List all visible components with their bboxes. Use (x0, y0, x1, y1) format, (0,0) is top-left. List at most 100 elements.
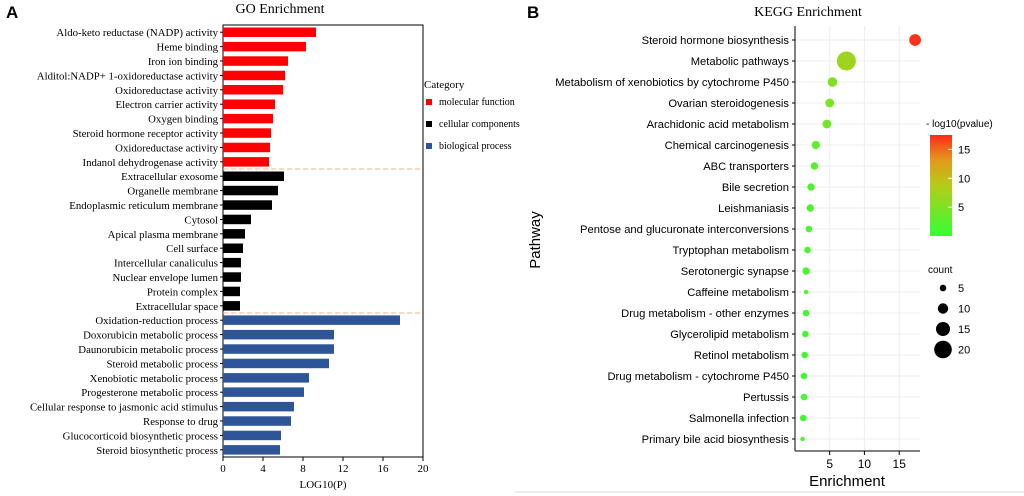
go-bar (223, 416, 291, 426)
kegg-x-tick-label: 15 (893, 457, 907, 471)
colorbar-tick-label: 10 (958, 173, 970, 185)
go-bar (223, 113, 273, 124)
size-legend-dot (939, 284, 947, 292)
go-x-tick-label: 8 (300, 463, 306, 475)
kegg-bubble (810, 162, 819, 170)
go-bars (223, 27, 400, 455)
go-term-label: Nuclear envelope lumen (112, 272, 218, 284)
go-bar (223, 171, 284, 181)
go-bar (223, 358, 329, 369)
go-bar (223, 344, 334, 354)
kegg-bubble (827, 77, 838, 87)
go-term-label: Extracellular exosome (121, 171, 218, 183)
kegg-x-tick-label: 10 (858, 457, 872, 471)
size-legend-dot (936, 322, 950, 336)
go-bar (223, 214, 251, 225)
go-bar (223, 243, 243, 253)
go-term-label: Oxidoreductase activity (115, 85, 218, 97)
go-term-labels: Aldo-keto reductase (NADP) activity Heme … (30, 27, 223, 457)
kegg-bubble (800, 436, 805, 442)
go-term-label: Oxidoreductase activity (115, 142, 218, 154)
go-term-label: Iron ion binding (148, 56, 219, 68)
go-term-label: Aldo-keto reductase (NADP) activity (56, 27, 218, 39)
go-term-label: Apical plasma membrane (108, 229, 219, 241)
go-bar (223, 257, 241, 268)
kegg-pathway-label: ABC transporters (703, 161, 789, 173)
kegg-bubble (822, 119, 832, 129)
go-term-label: Progesterone metabolic process (81, 387, 218, 399)
go-term-label: Cell surface (166, 243, 218, 255)
go-term-label: Cytosol (184, 214, 218, 226)
go-bar (223, 185, 278, 196)
go-term-label: Cellular response to jasmonic acid stimu… (30, 402, 218, 414)
kegg-bubble (802, 267, 810, 275)
go-x-tick-label: 20 (418, 463, 430, 475)
color-legend-title: - log10(pvalue) (926, 119, 993, 130)
size-legend-label: 20 (958, 345, 970, 357)
kegg-pathway-label: Bile secretion (722, 182, 789, 194)
go-x-axis-title: LOG10(P) (299, 479, 346, 491)
go-bar (223, 27, 316, 37)
kegg-pathway-label: Caffeine metabolism (687, 287, 789, 299)
kegg-pathway-label: Chemical carcinogenesis (665, 140, 790, 152)
colorbar-gradient (930, 135, 952, 236)
go-enrichment-panel: A GO Enrichment Aldo-keto reductase (NAD… (6, 2, 520, 491)
go-term-label: Oxidation-reduction process (95, 315, 218, 327)
go-bar (223, 85, 283, 95)
go-bar (223, 315, 400, 325)
go-bar (223, 41, 306, 52)
kegg-pathway-label: Metabolism of xenobiotics by cytochrome … (555, 77, 789, 89)
go-x-tick-label: 4 (260, 463, 266, 475)
kegg-pathway-label: Drug metabolism - other enzymes (621, 308, 789, 320)
go-term-label: Oxygen binding (148, 114, 218, 126)
go-bar (223, 286, 240, 297)
kegg-bubble (804, 246, 811, 254)
kegg-bubble (836, 51, 856, 71)
go-bar (223, 387, 304, 397)
go-term-label: Intercellular canaliculus (114, 258, 218, 270)
kegg-bubble (825, 98, 835, 108)
go-term-label: Steroid metabolic process (106, 358, 218, 370)
go-bar (223, 128, 271, 138)
go-category-separators (223, 168, 423, 314)
legend-swatch (426, 143, 432, 149)
go-term-label: Protein complex (147, 286, 219, 298)
go-bar (223, 272, 241, 282)
go-term-label: Organelle membrane (127, 186, 218, 198)
kegg-pathway-label: Pentose and glucuronate interconversions (580, 224, 789, 236)
go-term-label: Alditol:NADP+ 1-oxidoreductase activity (37, 70, 219, 82)
go-bar (223, 430, 281, 441)
kegg-bubble (800, 414, 807, 422)
go-term-label: Endoplasmic reticulum membrane (69, 200, 218, 212)
kegg-bubble (801, 351, 808, 359)
go-term-label: Electron carrier activity (115, 99, 218, 111)
go-bar (223, 142, 270, 153)
kegg-y-axis-title: Pathway (527, 211, 544, 269)
go-term-label: Steroid biosynthetic process (96, 445, 218, 457)
go-bar (223, 157, 269, 167)
go-bar (223, 373, 309, 383)
kegg-bubble (802, 330, 809, 338)
panel-label-a: A (6, 3, 18, 22)
legend-label: cellular components (439, 119, 520, 130)
kegg-enrichment-panel: B KEGG Enrichment Steroid hormone biosyn… (515, 3, 1024, 493)
go-term-label: Doxorubicin metabolic process (83, 330, 218, 342)
kegg-pathway-label: Arachidonic acid metabolism (647, 119, 789, 131)
kegg-bubble (811, 140, 820, 150)
go-bar (223, 229, 245, 239)
kegg-pathway-label: Leishmaniasis (718, 203, 789, 215)
kegg-pathway-label: Salmonella infection (689, 413, 789, 425)
go-x-tick-label: 16 (378, 463, 390, 475)
kegg-bubble (802, 309, 810, 317)
kegg-bubble (800, 393, 808, 401)
size-legend-label: 5 (958, 283, 964, 295)
size-legend-dot (937, 303, 949, 314)
kegg-pathway-label: Primary bile acid biosynthesis (642, 434, 790, 446)
go-chart-title: GO Enrichment (235, 2, 324, 17)
go-bar (223, 99, 275, 109)
kegg-pathway-label: Ovarian steroidogenesis (668, 98, 789, 110)
go-bar (223, 445, 280, 455)
legend-swatch (426, 99, 432, 105)
go-bar (223, 56, 288, 66)
